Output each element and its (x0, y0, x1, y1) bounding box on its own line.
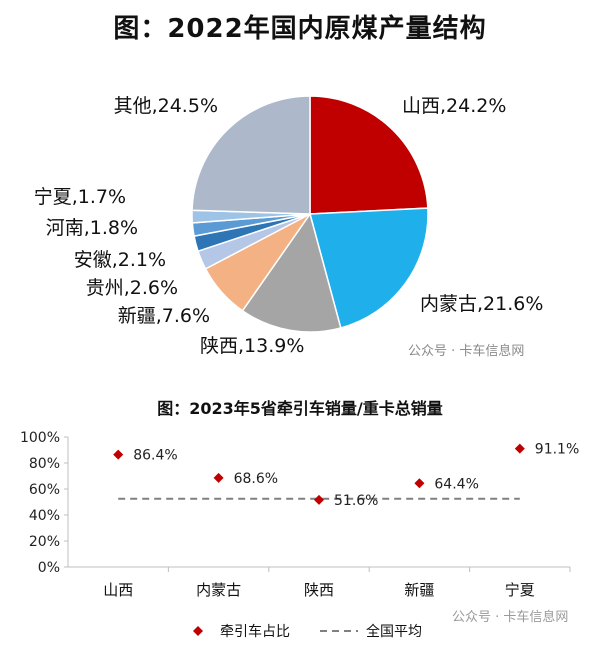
pie-slice-8 (191, 95, 311, 215)
watermark-1: 公众号 · 卡车信息网 (408, 344, 525, 359)
pie-label-0: 山西,24.2% (402, 95, 506, 117)
x-tick-label-4: 宁夏 (505, 581, 535, 599)
y-tick-label-5: 100% (20, 430, 60, 446)
data-label-4: 91.1% (535, 442, 579, 458)
y-tick-label-2: 40% (29, 508, 60, 524)
pie-chart: 山西,24.2% 内蒙古,21.6% 陕西,13.9% 新疆,7.6% 贵州,2.6% 安… (34, 95, 544, 357)
pie-chart-title: 图：2022年国内原煤产量结构 (113, 14, 487, 44)
pie-label-1: 内蒙古,21.6% (420, 293, 543, 315)
y-tick-label-3: 60% (29, 482, 60, 498)
data-label-3: 64.4% (434, 476, 478, 492)
y-tick-label-0: 0% (38, 560, 60, 576)
pie-slice-0 (309, 95, 429, 215)
scatter-chart: 0% 20% 40% 60% 80% 100% 山西 内蒙古 陕西 新疆 宁夏 86.4% 68.6% 5… (20, 430, 579, 640)
pie-label-5: 安徽,2.1% (74, 249, 166, 271)
data-point-2 (314, 494, 324, 505)
data-label-0: 86.4% (133, 448, 177, 464)
x-tick-label-0: 山西 (103, 581, 133, 599)
y-tick-label-1: 20% (29, 534, 60, 550)
legend-label-1: 全国平均 (366, 623, 422, 640)
watermark-2: 公众号 · 卡车信息网 (452, 610, 569, 625)
x-tick-label-2: 陕西 (304, 581, 334, 599)
data-label-2: 51.6% (334, 493, 378, 509)
data-point-4 (514, 443, 525, 454)
pie-label-6: 河南,1.8% (46, 217, 138, 239)
data-label-1: 68.6% (234, 471, 278, 487)
legend-label-0: 牵引车占比 (220, 623, 290, 640)
pie-slice-2 (241, 212, 342, 333)
scatter-chart-title: 图：2023年5省牵引车销量/重卡总销量 (157, 399, 443, 418)
data-point-0 (113, 449, 124, 460)
pie-label-8: 其他,24.5% (114, 95, 218, 117)
pie-label-4: 贵州,2.6% (86, 277, 178, 299)
pie-label-2: 陕西,13.9% (200, 335, 304, 357)
x-tick-label-3: 新疆 (404, 581, 434, 599)
data-point-3 (414, 478, 425, 489)
data-point-1 (213, 472, 224, 483)
pie-label-3: 新疆,7.6% (118, 305, 210, 327)
pie-slice-1 (309, 207, 429, 329)
pie-label-7: 宁夏,1.7% (34, 186, 126, 208)
legend-marker-0 (193, 626, 203, 636)
x-tick-label-1: 内蒙古 (196, 581, 241, 599)
y-tick-label-4: 80% (29, 456, 60, 472)
